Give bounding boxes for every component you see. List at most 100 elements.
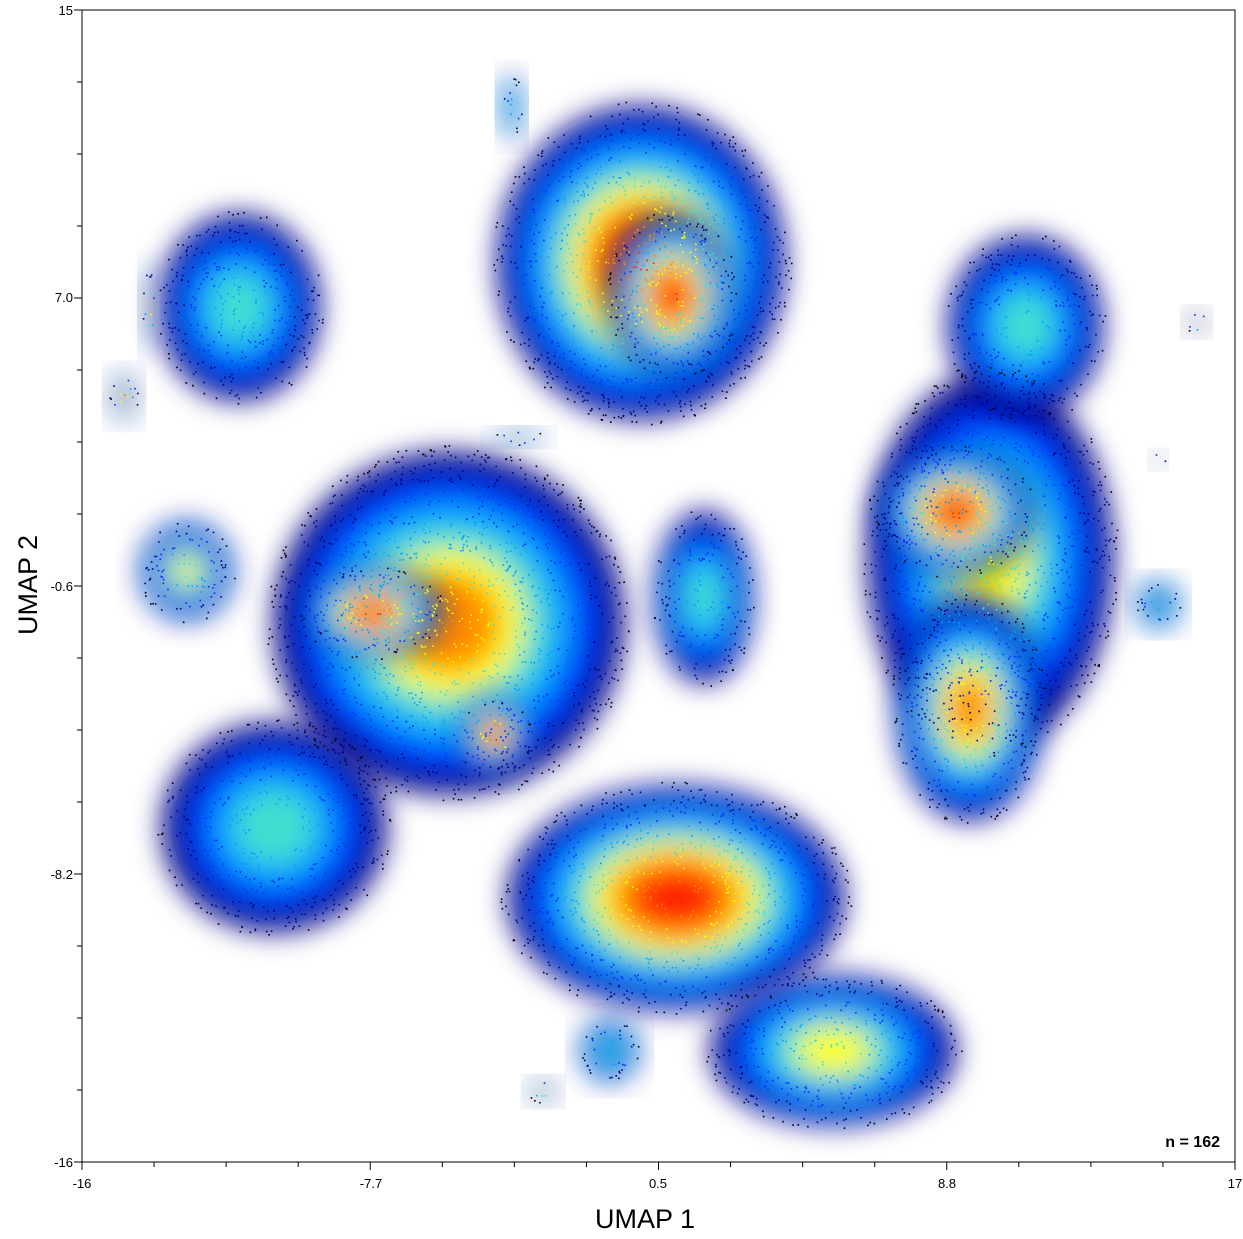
scatter-point	[600, 173, 603, 176]
scatter-point	[605, 535, 607, 537]
scatter-point	[767, 921, 770, 924]
scatter-point	[1073, 304, 1076, 306]
scatter-point	[525, 274, 528, 276]
scatter-point	[728, 872, 731, 875]
scatter-point	[898, 570, 901, 573]
scatter-point	[653, 214, 655, 216]
scatter-point	[1012, 734, 1015, 736]
scatter-point	[1062, 559, 1064, 561]
scatter-point	[627, 294, 630, 297]
scatter-point	[549, 372, 552, 375]
scatter-point	[598, 951, 601, 953]
scatter-point	[896, 717, 898, 720]
scatter-point	[692, 341, 694, 343]
scatter-point	[728, 885, 731, 888]
scatter-point	[975, 620, 978, 622]
scatter-point	[621, 668, 623, 670]
scatter-point	[611, 817, 614, 820]
scatter-point	[732, 176, 734, 179]
scatter-point	[578, 137, 581, 140]
scatter-point	[633, 185, 636, 188]
scatter-point	[522, 282, 525, 285]
scatter-point	[315, 585, 317, 587]
scatter-point	[510, 339, 512, 341]
scatter-point	[989, 409, 992, 411]
scatter-point	[932, 491, 935, 493]
scatter-point	[958, 621, 961, 624]
scatter-point	[677, 313, 679, 315]
scatter-point	[996, 374, 998, 377]
scatter-point	[650, 267, 653, 270]
scatter-point	[506, 595, 509, 597]
scatter-point	[1009, 637, 1012, 640]
scatter-point	[1063, 398, 1065, 400]
scatter-point	[681, 305, 684, 307]
scatter-point	[616, 841, 619, 844]
scatter-point	[627, 314, 630, 316]
scatter-point	[972, 542, 975, 544]
scatter-point	[682, 415, 685, 418]
scatter-point	[1030, 381, 1033, 383]
scatter-point	[988, 375, 991, 378]
scatter-point	[915, 499, 917, 502]
density-cluster	[1151, 452, 1166, 468]
scatter-point	[1058, 537, 1061, 539]
scatter-point	[607, 929, 610, 932]
scatter-point	[736, 249, 739, 252]
scatter-point	[923, 476, 926, 479]
scatter-point	[956, 423, 959, 426]
scatter-point	[533, 169, 536, 171]
scatter-point	[722, 814, 724, 817]
scatter-point	[919, 599, 921, 602]
scatter-point	[700, 853, 702, 855]
scatter-point	[626, 990, 629, 992]
scatter-point	[476, 634, 479, 636]
scatter-point	[547, 625, 549, 627]
scatter-point	[783, 805, 786, 808]
scatter-point	[619, 602, 621, 605]
scatter-point	[654, 362, 657, 365]
scatter-point	[529, 305, 531, 307]
scatter-point	[1007, 536, 1010, 538]
scatter-point	[718, 864, 720, 866]
scatter-point	[1023, 513, 1026, 516]
scatter-point	[597, 984, 599, 987]
scatter-point	[697, 223, 699, 225]
scatter-point	[1074, 492, 1076, 494]
scatter-point	[655, 105, 657, 108]
scatter-point	[1049, 680, 1051, 682]
scatter-point	[1017, 497, 1020, 499]
scatter-point	[969, 655, 972, 658]
scatter-point	[481, 699, 484, 701]
scatter-point	[550, 894, 552, 897]
scatter-point	[657, 127, 660, 130]
scatter-point	[553, 744, 555, 746]
scatter-point	[306, 564, 309, 567]
scatter-point	[777, 932, 779, 934]
scatter-point	[997, 550, 999, 552]
scatter-point	[613, 802, 615, 804]
scatter-point	[809, 958, 811, 961]
scatter-point	[625, 251, 628, 254]
scatter-point	[786, 915, 788, 918]
scatter-point	[773, 872, 776, 875]
scatter-point	[930, 454, 933, 456]
scatter-point	[964, 644, 967, 646]
scatter-point	[627, 805, 629, 808]
scatter-point	[563, 352, 566, 355]
scatter-point	[603, 949, 606, 952]
scatter-point	[606, 128, 609, 130]
scatter-point	[944, 708, 947, 711]
scatter-point	[593, 717, 596, 719]
scatter-point	[740, 190, 742, 193]
scatter-point	[1007, 489, 1010, 492]
scatter-point	[711, 813, 714, 816]
scatter-point	[935, 426, 938, 428]
scatter-point	[1093, 517, 1095, 520]
scatter-point	[939, 561, 941, 563]
density-cluster	[109, 374, 138, 419]
scatter-point	[994, 408, 997, 410]
scatter-point	[778, 808, 781, 810]
scatter-point	[671, 786, 674, 789]
scatter-point	[447, 451, 449, 453]
